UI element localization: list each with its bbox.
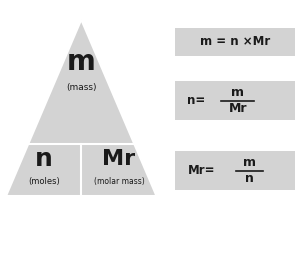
Text: m: m — [231, 87, 244, 99]
Text: n=: n= — [187, 94, 205, 107]
Text: (molar mass): (molar mass) — [94, 177, 144, 186]
Text: Mr: Mr — [228, 102, 247, 115]
Text: Mr: Mr — [102, 149, 135, 169]
Text: n: n — [35, 147, 53, 171]
Text: n: n — [245, 172, 254, 185]
Text: (mass): (mass) — [66, 83, 97, 92]
FancyBboxPatch shape — [175, 81, 295, 120]
Text: m = n ×Mr: m = n ×Mr — [200, 36, 270, 48]
Polygon shape — [6, 20, 157, 196]
FancyBboxPatch shape — [175, 28, 295, 56]
Text: Mr=: Mr= — [188, 164, 216, 177]
Text: m: m — [67, 48, 96, 76]
Text: m: m — [243, 157, 256, 169]
FancyBboxPatch shape — [175, 151, 295, 190]
Text: (moles): (moles) — [28, 177, 60, 186]
